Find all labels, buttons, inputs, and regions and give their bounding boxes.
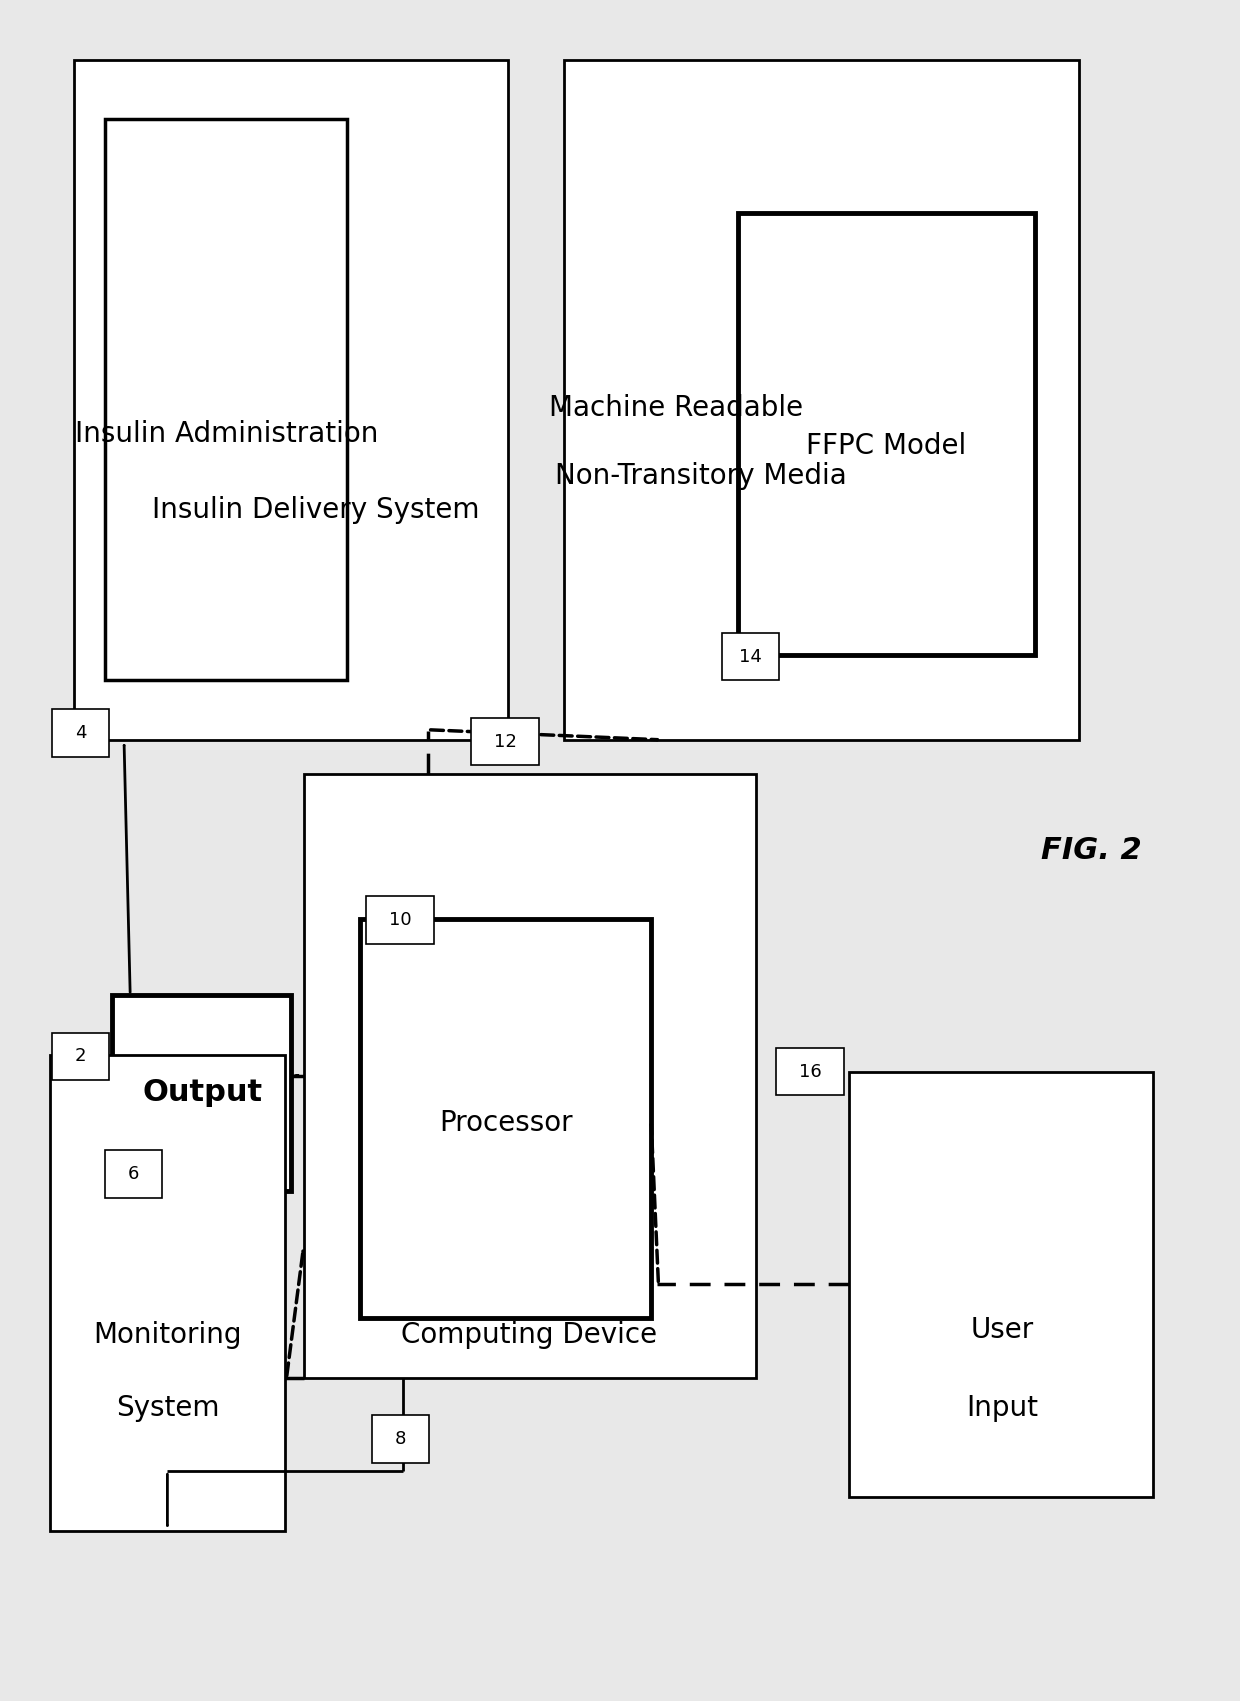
Text: 14: 14: [739, 648, 761, 665]
FancyBboxPatch shape: [74, 60, 508, 740]
Text: Non-Transitory Media: Non-Transitory Media: [554, 463, 847, 490]
Text: Insulin Administration: Insulin Administration: [76, 420, 378, 447]
FancyArrowPatch shape: [651, 1124, 658, 1281]
Text: 12: 12: [494, 733, 517, 750]
FancyBboxPatch shape: [52, 1033, 109, 1080]
Text: Machine Readable: Machine Readable: [549, 395, 802, 422]
FancyBboxPatch shape: [52, 709, 109, 757]
Text: FIG. 2: FIG. 2: [1040, 835, 1142, 866]
Text: User: User: [970, 1317, 1034, 1344]
FancyBboxPatch shape: [105, 1150, 162, 1198]
FancyBboxPatch shape: [112, 995, 291, 1191]
FancyBboxPatch shape: [738, 213, 1035, 655]
FancyBboxPatch shape: [776, 1048, 844, 1095]
Text: 4: 4: [74, 725, 87, 742]
Text: 6: 6: [128, 1165, 140, 1182]
Text: 10: 10: [388, 912, 412, 929]
FancyBboxPatch shape: [722, 633, 779, 680]
FancyBboxPatch shape: [366, 896, 434, 944]
FancyArrowPatch shape: [430, 730, 657, 740]
Text: 16: 16: [799, 1063, 822, 1080]
Text: FFPC Model: FFPC Model: [806, 432, 967, 459]
Text: Input: Input: [966, 1395, 1038, 1422]
FancyBboxPatch shape: [105, 119, 347, 680]
FancyBboxPatch shape: [304, 774, 756, 1378]
Text: 2: 2: [74, 1048, 87, 1065]
FancyBboxPatch shape: [471, 718, 539, 765]
FancyArrowPatch shape: [124, 745, 130, 992]
Text: Output: Output: [143, 1077, 262, 1107]
FancyArrowPatch shape: [286, 1250, 303, 1376]
Text: Insulin Delivery System: Insulin Delivery System: [153, 497, 480, 524]
Text: Processor: Processor: [439, 1109, 573, 1136]
FancyBboxPatch shape: [360, 919, 651, 1318]
FancyBboxPatch shape: [50, 1055, 285, 1531]
Text: Monitoring: Monitoring: [93, 1322, 242, 1349]
Text: Computing Device: Computing Device: [402, 1322, 657, 1349]
FancyBboxPatch shape: [849, 1072, 1153, 1497]
FancyBboxPatch shape: [564, 60, 1079, 740]
Text: 8: 8: [394, 1431, 407, 1448]
FancyBboxPatch shape: [372, 1415, 429, 1463]
Text: System: System: [115, 1395, 219, 1422]
